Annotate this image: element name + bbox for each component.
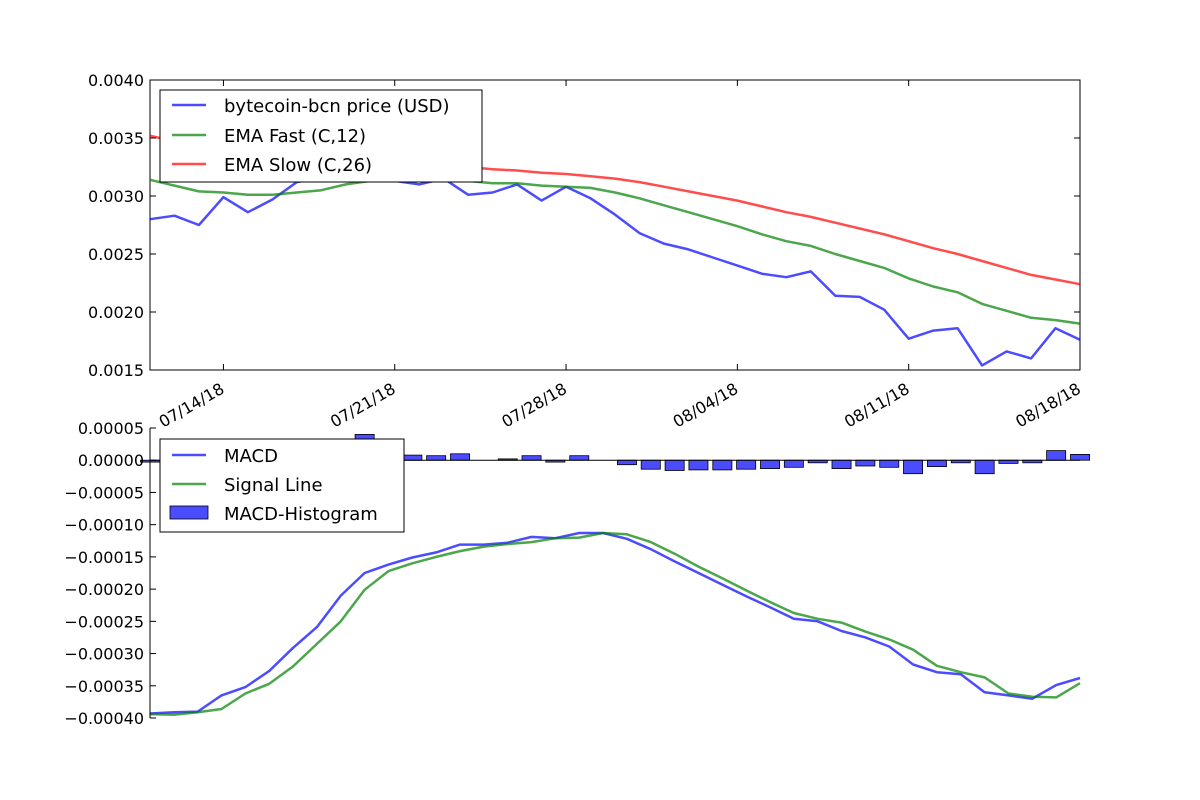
histogram-bar bbox=[426, 455, 447, 461]
price-y-tick-label: 0.0035 bbox=[88, 129, 144, 148]
histogram-bar bbox=[402, 454, 423, 461]
macd-legend: MACD Signal Line MACD-Histogram bbox=[159, 438, 405, 533]
histogram-bar bbox=[831, 459, 852, 470]
macd-y-tick-label: −0.00030 bbox=[64, 645, 144, 664]
price-x-tick-label: 07/21/18 bbox=[327, 379, 399, 431]
macd-y-tick-label: −0.00040 bbox=[64, 709, 144, 728]
ema-fast-line bbox=[149, 178, 1081, 325]
price-panel: 0.0015 0.0020 0.0025 0.0030 0.0035 0.0040 07/… bbox=[88, 71, 1084, 431]
price-x-tick-label: 07/28/18 bbox=[498, 379, 570, 431]
price-y-tick-label: 0.0015 bbox=[88, 361, 144, 380]
signal-line bbox=[149, 531, 1081, 717]
macd-histogram-bars bbox=[140, 433, 1091, 475]
macd-y-tick-label: −0.00025 bbox=[64, 612, 144, 631]
macd-y-tick-label: −0.00020 bbox=[64, 580, 144, 599]
histogram-bar bbox=[664, 459, 685, 471]
price-axes-frame bbox=[149, 79, 1081, 371]
price-x-tick-label: 08/11/18 bbox=[841, 379, 913, 431]
price-x-tick-label: 08/18/18 bbox=[1012, 379, 1084, 431]
histogram-bar bbox=[450, 453, 471, 461]
legend-swatch-histogram bbox=[169, 505, 209, 520]
legend-label-macd: MACD bbox=[224, 446, 278, 467]
legend-label-ema-slow: EMA Slow (C,26) bbox=[224, 155, 372, 176]
price-legend: bytecoin-bcn price (USD) EMA Fast (C,12)… bbox=[159, 89, 483, 183]
macd-lines bbox=[149, 531, 1081, 717]
histogram-bar bbox=[760, 459, 781, 470]
macd-y-tick-label: −0.00035 bbox=[64, 677, 144, 696]
macd-y-tick-label: 0.00000 bbox=[78, 451, 144, 470]
legend-label-signal: Signal Line bbox=[224, 475, 323, 496]
legend-label-price: bytecoin-bcn price (USD) bbox=[224, 96, 450, 117]
histogram-bar bbox=[783, 459, 804, 468]
histogram-bar bbox=[903, 459, 924, 475]
macd-y-tick-label: −0.00005 bbox=[64, 483, 144, 502]
histogram-bar bbox=[617, 459, 637, 466]
histogram-bar bbox=[569, 455, 590, 461]
histogram-bar bbox=[640, 459, 661, 470]
price-y-ticks: 0.0015 0.0020 0.0025 0.0030 0.0035 0.0040 bbox=[88, 71, 1080, 380]
price-y-tick-label: 0.0030 bbox=[88, 187, 144, 206]
macd-y-tick-label: 0.00005 bbox=[78, 419, 144, 438]
histogram-bar bbox=[736, 459, 757, 470]
macd-y-ticks: −0.00040 −0.00035 −0.00030 −0.00025 −0.00020… bbox=[64, 419, 156, 728]
histogram-bar bbox=[712, 459, 733, 471]
price-y-tick-label: 0.0040 bbox=[88, 71, 144, 90]
legend-label-histogram: MACD-Histogram bbox=[224, 504, 378, 525]
histogram-bar bbox=[927, 459, 947, 468]
price-line bbox=[149, 173, 1081, 367]
price-x-tick-label: 08/04/18 bbox=[670, 379, 742, 431]
legend-label-ema-fast: EMA Fast (C,12) bbox=[224, 126, 366, 147]
price-legend-box bbox=[159, 89, 483, 183]
macd-line bbox=[149, 531, 1081, 715]
price-y-tick-label: 0.0020 bbox=[88, 303, 144, 322]
histogram-bar bbox=[855, 459, 876, 467]
price-x-tick-label: 07/14/18 bbox=[156, 379, 228, 431]
macd-y-tick-label: −0.00015 bbox=[64, 548, 144, 567]
histogram-bar bbox=[879, 459, 900, 468]
histogram-bar bbox=[1070, 453, 1091, 461]
histogram-bar bbox=[688, 459, 709, 471]
histogram-bar bbox=[1046, 450, 1067, 461]
histogram-bar bbox=[521, 455, 542, 461]
macd-panel: −0.00040 −0.00035 −0.00030 −0.00025 −0.00020… bbox=[64, 419, 1091, 728]
histogram-bar bbox=[974, 459, 995, 475]
price-y-tick-label: 0.0025 bbox=[88, 245, 144, 264]
macd-y-tick-label: −0.00010 bbox=[64, 516, 144, 535]
